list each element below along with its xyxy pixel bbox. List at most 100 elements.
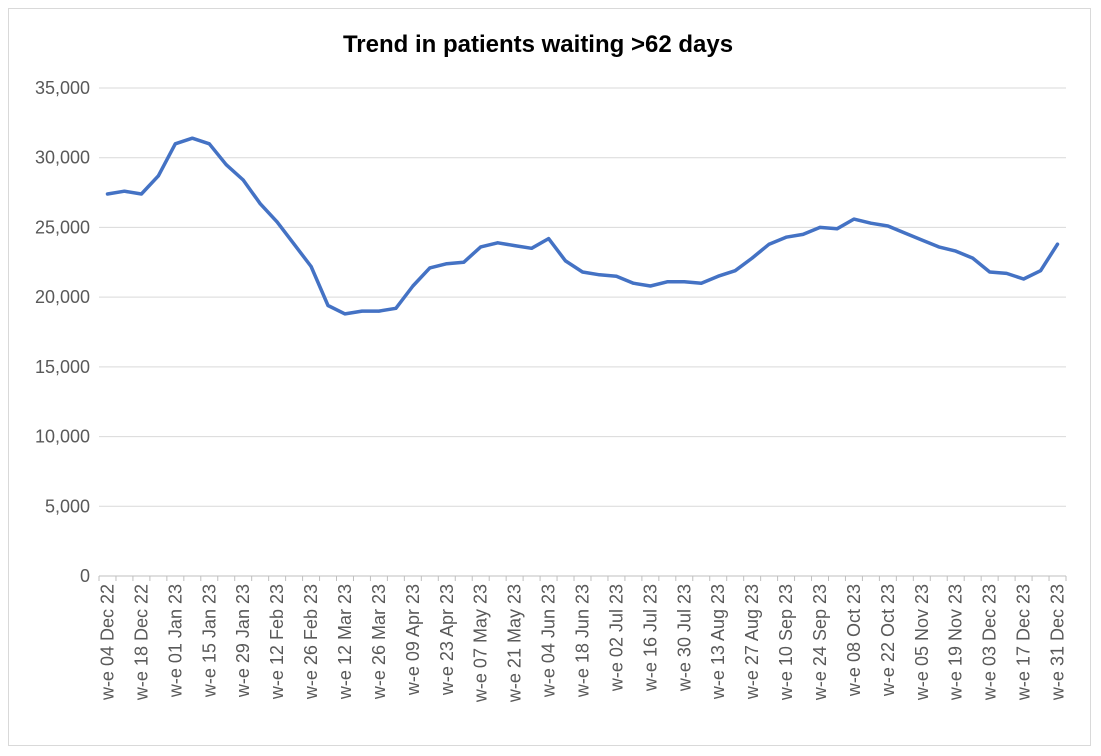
data-point <box>309 264 313 268</box>
data-point <box>971 256 975 260</box>
x-tick-label: w-e 30 Jul 23 <box>674 584 694 692</box>
data-point <box>513 244 517 248</box>
chart-frame <box>8 8 1091 746</box>
x-tick-label: w-e 04 Dec 22 <box>97 584 117 701</box>
data-point <box>105 192 109 196</box>
x-tick-label: w-e 04 Jun 23 <box>539 584 559 698</box>
data-point <box>241 178 245 182</box>
data-point <box>801 232 805 236</box>
data-point <box>954 249 958 253</box>
y-tick-label: 20,000 <box>35 287 90 307</box>
data-point <box>462 260 466 264</box>
data-point <box>597 273 601 277</box>
data-point <box>852 217 856 221</box>
x-tick-label: w-e 29 Jan 23 <box>233 584 253 698</box>
x-tick-label: w-e 26 Mar 23 <box>369 584 389 700</box>
data-point <box>122 189 126 193</box>
data-point <box>869 221 873 225</box>
data-point <box>886 224 890 228</box>
data-point <box>1039 269 1043 273</box>
data-point <box>156 174 160 178</box>
x-axis-ticks: w-e 04 Dec 22 w-e 18 Dec 22 w-e 01 Jan 23 w… <box>97 576 1068 703</box>
data-point <box>920 238 924 242</box>
data-point <box>835 227 839 231</box>
x-tick-label: w-e 02 Jul 23 <box>606 584 626 692</box>
data-point <box>699 281 703 285</box>
data-point <box>665 280 669 284</box>
data-point <box>750 256 754 260</box>
x-tick-label: w-e 10 Sep 23 <box>776 584 796 701</box>
data-point <box>530 246 534 250</box>
data-point <box>614 274 618 278</box>
y-tick-label: 25,000 <box>35 217 90 237</box>
data-point <box>275 220 279 224</box>
x-tick-label: w-e 13 Aug 23 <box>708 584 728 700</box>
x-tick-label: w-e 23 Apr 23 <box>437 584 457 696</box>
x-tick-label: w-e 08 Oct 23 <box>844 584 864 697</box>
data-point <box>682 280 686 284</box>
x-tick-label: w-e 07 May 23 <box>471 584 491 703</box>
y-tick-label: 0 <box>80 566 90 586</box>
data-point <box>716 274 720 278</box>
data-point <box>258 202 262 206</box>
data-point <box>479 245 483 249</box>
data-point <box>377 309 381 313</box>
data-point <box>343 312 347 316</box>
data-point <box>394 306 398 310</box>
data-point <box>326 304 330 308</box>
x-tick-label: w-e 15 Jan 23 <box>199 584 219 698</box>
data-point <box>224 163 228 167</box>
data-point <box>547 237 551 241</box>
y-tick-label: 10,000 <box>35 427 90 447</box>
x-tick-label: w-e 12 Mar 23 <box>335 584 355 700</box>
y-tick-label: 5,000 <box>45 496 90 516</box>
y-tick-label: 35,000 <box>35 78 90 98</box>
x-tick-label: w-e 12 Feb 23 <box>267 584 287 700</box>
data-point <box>1005 271 1009 275</box>
y-tick-label: 30,000 <box>35 148 90 168</box>
data-point <box>496 241 500 245</box>
x-tick-label: w-e 21 May 23 <box>505 584 525 703</box>
x-tick-label: w-e 09 Apr 23 <box>403 584 423 696</box>
x-tick-label: w-e 31 Dec 23 <box>1048 584 1068 701</box>
data-point <box>207 142 211 146</box>
x-tick-label: w-e 19 Nov 23 <box>946 584 966 701</box>
y-axis-ticks: 0 5,000 10,000 15,000 20,000 25,000 30,000 35,0… <box>35 78 90 586</box>
data-point <box>648 284 652 288</box>
data-point <box>903 231 907 235</box>
x-tick-label: w-e 03 Dec 23 <box>980 584 1000 701</box>
x-tick-label: w-e 18 Dec 22 <box>131 584 151 701</box>
x-tick-label: w-e 18 Jun 23 <box>573 584 593 698</box>
x-tick-label: w-e 17 Dec 23 <box>1014 584 1034 701</box>
series-line <box>105 136 1060 316</box>
chart-title: Trend in patients waiting >62 days <box>343 31 733 58</box>
data-point <box>445 262 449 266</box>
data-point <box>428 266 432 270</box>
y-tick-label: 15,000 <box>35 357 90 377</box>
data-point <box>139 192 143 196</box>
data-point <box>1022 277 1026 281</box>
x-tick-label: w-e 24 Sep 23 <box>810 584 830 701</box>
data-point <box>733 269 737 273</box>
data-point <box>937 245 941 249</box>
data-point <box>784 235 788 239</box>
x-tick-label: w-e 16 Jul 23 <box>640 584 660 692</box>
x-tick-label: w-e 22 Oct 23 <box>878 584 898 697</box>
x-tick-label: w-e 27 Aug 23 <box>742 584 762 700</box>
x-tick-label: w-e 26 Feb 23 <box>301 584 321 700</box>
data-point <box>564 259 568 263</box>
data-point <box>360 309 364 313</box>
data-point <box>631 281 635 285</box>
x-tick-label: w-e 05 Nov 23 <box>912 584 932 701</box>
data-point <box>292 242 296 246</box>
data-point <box>1056 242 1060 246</box>
x-tick-label: w-e 01 Jan 23 <box>165 584 185 698</box>
data-point <box>173 142 177 146</box>
data-point <box>818 225 822 229</box>
data-point <box>190 136 194 140</box>
data-point <box>988 270 992 274</box>
gridlines <box>99 87 1066 577</box>
series-group <box>105 136 1060 316</box>
data-point <box>411 284 415 288</box>
